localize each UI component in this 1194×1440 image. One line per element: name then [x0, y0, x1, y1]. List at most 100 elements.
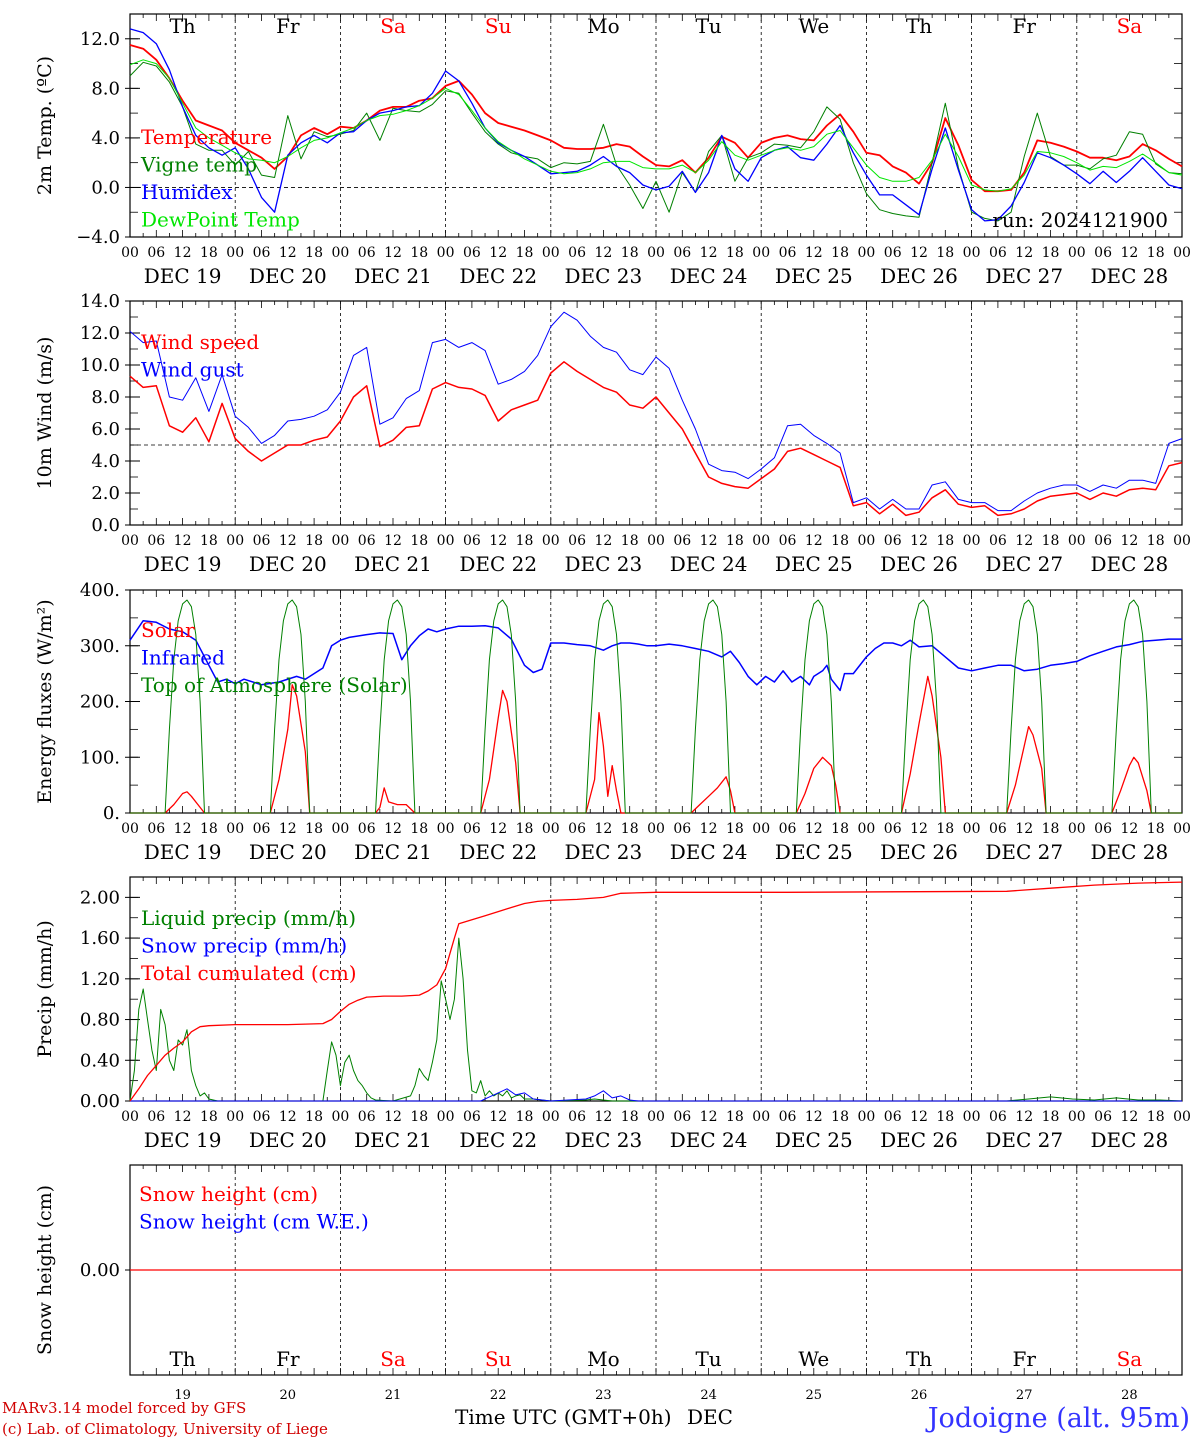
- hour-label: 06: [673, 821, 691, 837]
- date-label: DEC 20: [249, 840, 327, 864]
- legend-entry: Snow height (cm W.E.): [139, 1210, 369, 1234]
- hour-label: 12: [279, 245, 297, 261]
- day-name: Sa: [380, 1347, 406, 1371]
- hour-label: 12: [279, 533, 297, 549]
- y-tick-label: 6.0: [91, 419, 120, 440]
- month-label: DEC: [687, 1405, 733, 1429]
- hour-label: 18: [516, 245, 534, 261]
- hour-label: 12: [1015, 1109, 1033, 1125]
- hour-label: 00: [226, 821, 244, 837]
- hour-label: 00: [121, 533, 139, 549]
- hour-label: 18: [516, 533, 534, 549]
- day-name: Th: [906, 1347, 932, 1371]
- hour-label: 06: [147, 245, 165, 261]
- hour-label: 18: [621, 1109, 639, 1125]
- hour-label: 12: [174, 533, 192, 549]
- hour-label: 18: [200, 245, 218, 261]
- hour-label: 18: [305, 245, 323, 261]
- day-name: Mo: [587, 1347, 620, 1371]
- run-label: run: 2024121900: [992, 208, 1168, 232]
- hour-label: 00: [121, 1109, 139, 1125]
- hour-label: 00: [1068, 821, 1086, 837]
- hour-label: 06: [463, 1109, 481, 1125]
- hour-label: 12: [489, 245, 507, 261]
- y-axis-label: Snow height (cm): [34, 1185, 56, 1355]
- hour-label: 18: [831, 533, 849, 549]
- day-name: Tu: [695, 14, 721, 38]
- y-tick-label: 4.0: [91, 128, 120, 149]
- legend-entry: Liquid precip (mm/h): [141, 906, 356, 930]
- panel-4: 0.00 0.40 0.80 1.20 1.60 2.00 Precip (mm/h) Liq…: [34, 876, 1191, 1152]
- hour-label: 06: [884, 1109, 902, 1125]
- hour-label: 12: [1120, 533, 1138, 549]
- date-label: DEC 19: [144, 1128, 222, 1152]
- hour-label: 12: [805, 245, 823, 261]
- hour-label: 00: [226, 245, 244, 261]
- day-name: Mo: [587, 14, 620, 38]
- hour-label: 12: [489, 1109, 507, 1125]
- date-label: DEC 25: [775, 1128, 853, 1152]
- date-label: DEC 20: [249, 1128, 327, 1152]
- hour-label: 00: [1173, 821, 1191, 837]
- hour-label: 00: [752, 1109, 770, 1125]
- day-name: Th: [169, 1347, 195, 1371]
- hour-label: 00: [1173, 245, 1191, 261]
- hour-label: 06: [779, 533, 797, 549]
- day-number: 24: [700, 1388, 717, 1403]
- legend-entry: Top of Atmosphere (Solar): [141, 673, 408, 697]
- day-number: 19: [174, 1388, 191, 1403]
- day-number: 22: [490, 1388, 507, 1403]
- hour-label: 00: [963, 1109, 981, 1125]
- hour-label: 00: [647, 533, 665, 549]
- legend-entry: DewPoint Temp: [141, 208, 300, 232]
- hour-label: 06: [779, 245, 797, 261]
- hour-label: 12: [384, 533, 402, 549]
- legend-entry: Snow precip (mm/h): [141, 934, 347, 958]
- date-label: DEC 19: [144, 264, 222, 288]
- hour-label: 18: [305, 1109, 323, 1125]
- day-number: 25: [806, 1388, 823, 1403]
- hour-label: 12: [384, 245, 402, 261]
- hour-label: 06: [463, 821, 481, 837]
- hour-label: 18: [621, 245, 639, 261]
- y-axis-label: 2m Temp. (ºC): [34, 56, 56, 195]
- day-number: 20: [280, 1388, 297, 1403]
- hour-label: 00: [121, 245, 139, 261]
- hour-label: 18: [936, 245, 954, 261]
- day-name: We: [798, 1347, 829, 1371]
- hour-label: 06: [989, 821, 1007, 837]
- date-label: DEC 20: [249, 552, 327, 576]
- hour-label: 18: [516, 1109, 534, 1125]
- panel-3: 0. 100. 200. 300. 400. Energy fluxes (W/m²) So…: [34, 580, 1191, 864]
- hour-label: 12: [384, 1109, 402, 1125]
- hour-label: 06: [884, 821, 902, 837]
- hour-label: 06: [147, 821, 165, 837]
- hour-label: 06: [253, 1109, 271, 1125]
- hour-label: 00: [647, 821, 665, 837]
- day-number: 23: [595, 1388, 612, 1403]
- day-name: Sa: [380, 14, 406, 38]
- hour-label: 18: [410, 533, 428, 549]
- day-name: Fr: [276, 1347, 300, 1371]
- legend-entry: Solar: [141, 618, 195, 642]
- date-label: DEC 26: [880, 552, 958, 576]
- hour-label: 00: [542, 245, 560, 261]
- hour-label: 00: [857, 1109, 875, 1125]
- hour-label: 18: [200, 821, 218, 837]
- series-line: [129, 311, 1183, 512]
- series-line: [129, 881, 1183, 1102]
- day-name: Fr: [276, 14, 300, 38]
- hour-label: 00: [752, 821, 770, 837]
- hour-label: 12: [1120, 245, 1138, 261]
- legend-entry: Vigne temp: [140, 153, 257, 177]
- hour-label: 06: [779, 821, 797, 837]
- y-tick-label: 8.0: [91, 78, 120, 99]
- legend-entry: Snow height (cm): [139, 1182, 318, 1206]
- hour-label: 18: [1042, 821, 1060, 837]
- hour-label: 12: [594, 245, 612, 261]
- hour-label: 00: [857, 821, 875, 837]
- y-tick-label: 2.00: [80, 887, 120, 908]
- hour-label: 00: [226, 1109, 244, 1125]
- y-tick-label: 300.: [80, 636, 120, 657]
- date-label: DEC 28: [1091, 1128, 1169, 1152]
